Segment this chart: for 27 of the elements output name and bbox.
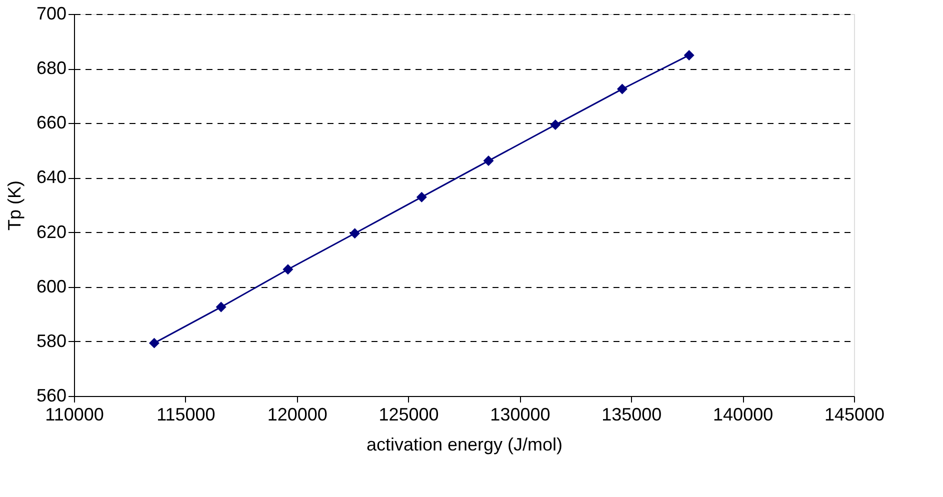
y-tick-label: 600 bbox=[36, 276, 66, 296]
point bbox=[684, 50, 694, 60]
x-tick-label: 125000 bbox=[378, 404, 439, 424]
x-tick-label: 140000 bbox=[713, 404, 774, 424]
x-axis-title: activation energy (J/mol) bbox=[366, 434, 563, 454]
point bbox=[616, 84, 628, 94]
point bbox=[550, 120, 561, 130]
y-tick-label: 560 bbox=[36, 386, 66, 406]
point bbox=[483, 156, 494, 166]
point bbox=[416, 192, 427, 202]
x-tick-label: 145000 bbox=[824, 404, 885, 424]
y-tick-label: 660 bbox=[36, 112, 66, 133]
x-tick-label: 130000 bbox=[490, 404, 550, 424]
y-tick-label: 680 bbox=[36, 58, 66, 78]
point bbox=[148, 338, 160, 348]
y-axis-title: Tp (K) bbox=[4, 180, 24, 231]
y-tick-label: 580 bbox=[36, 330, 66, 351]
y-tick-label: 700 bbox=[36, 4, 66, 24]
y-tick-label: 620 bbox=[36, 222, 66, 242]
x-tick-label: 110000 bbox=[45, 404, 104, 424]
x-tick-label: 115000 bbox=[156, 404, 216, 424]
point bbox=[282, 264, 294, 275]
x-tick-label: 135000 bbox=[602, 404, 662, 424]
point bbox=[216, 302, 226, 312]
y-tick-label: 640 bbox=[36, 167, 66, 188]
x-tick-label: 120000 bbox=[267, 404, 328, 424]
point bbox=[350, 228, 360, 239]
